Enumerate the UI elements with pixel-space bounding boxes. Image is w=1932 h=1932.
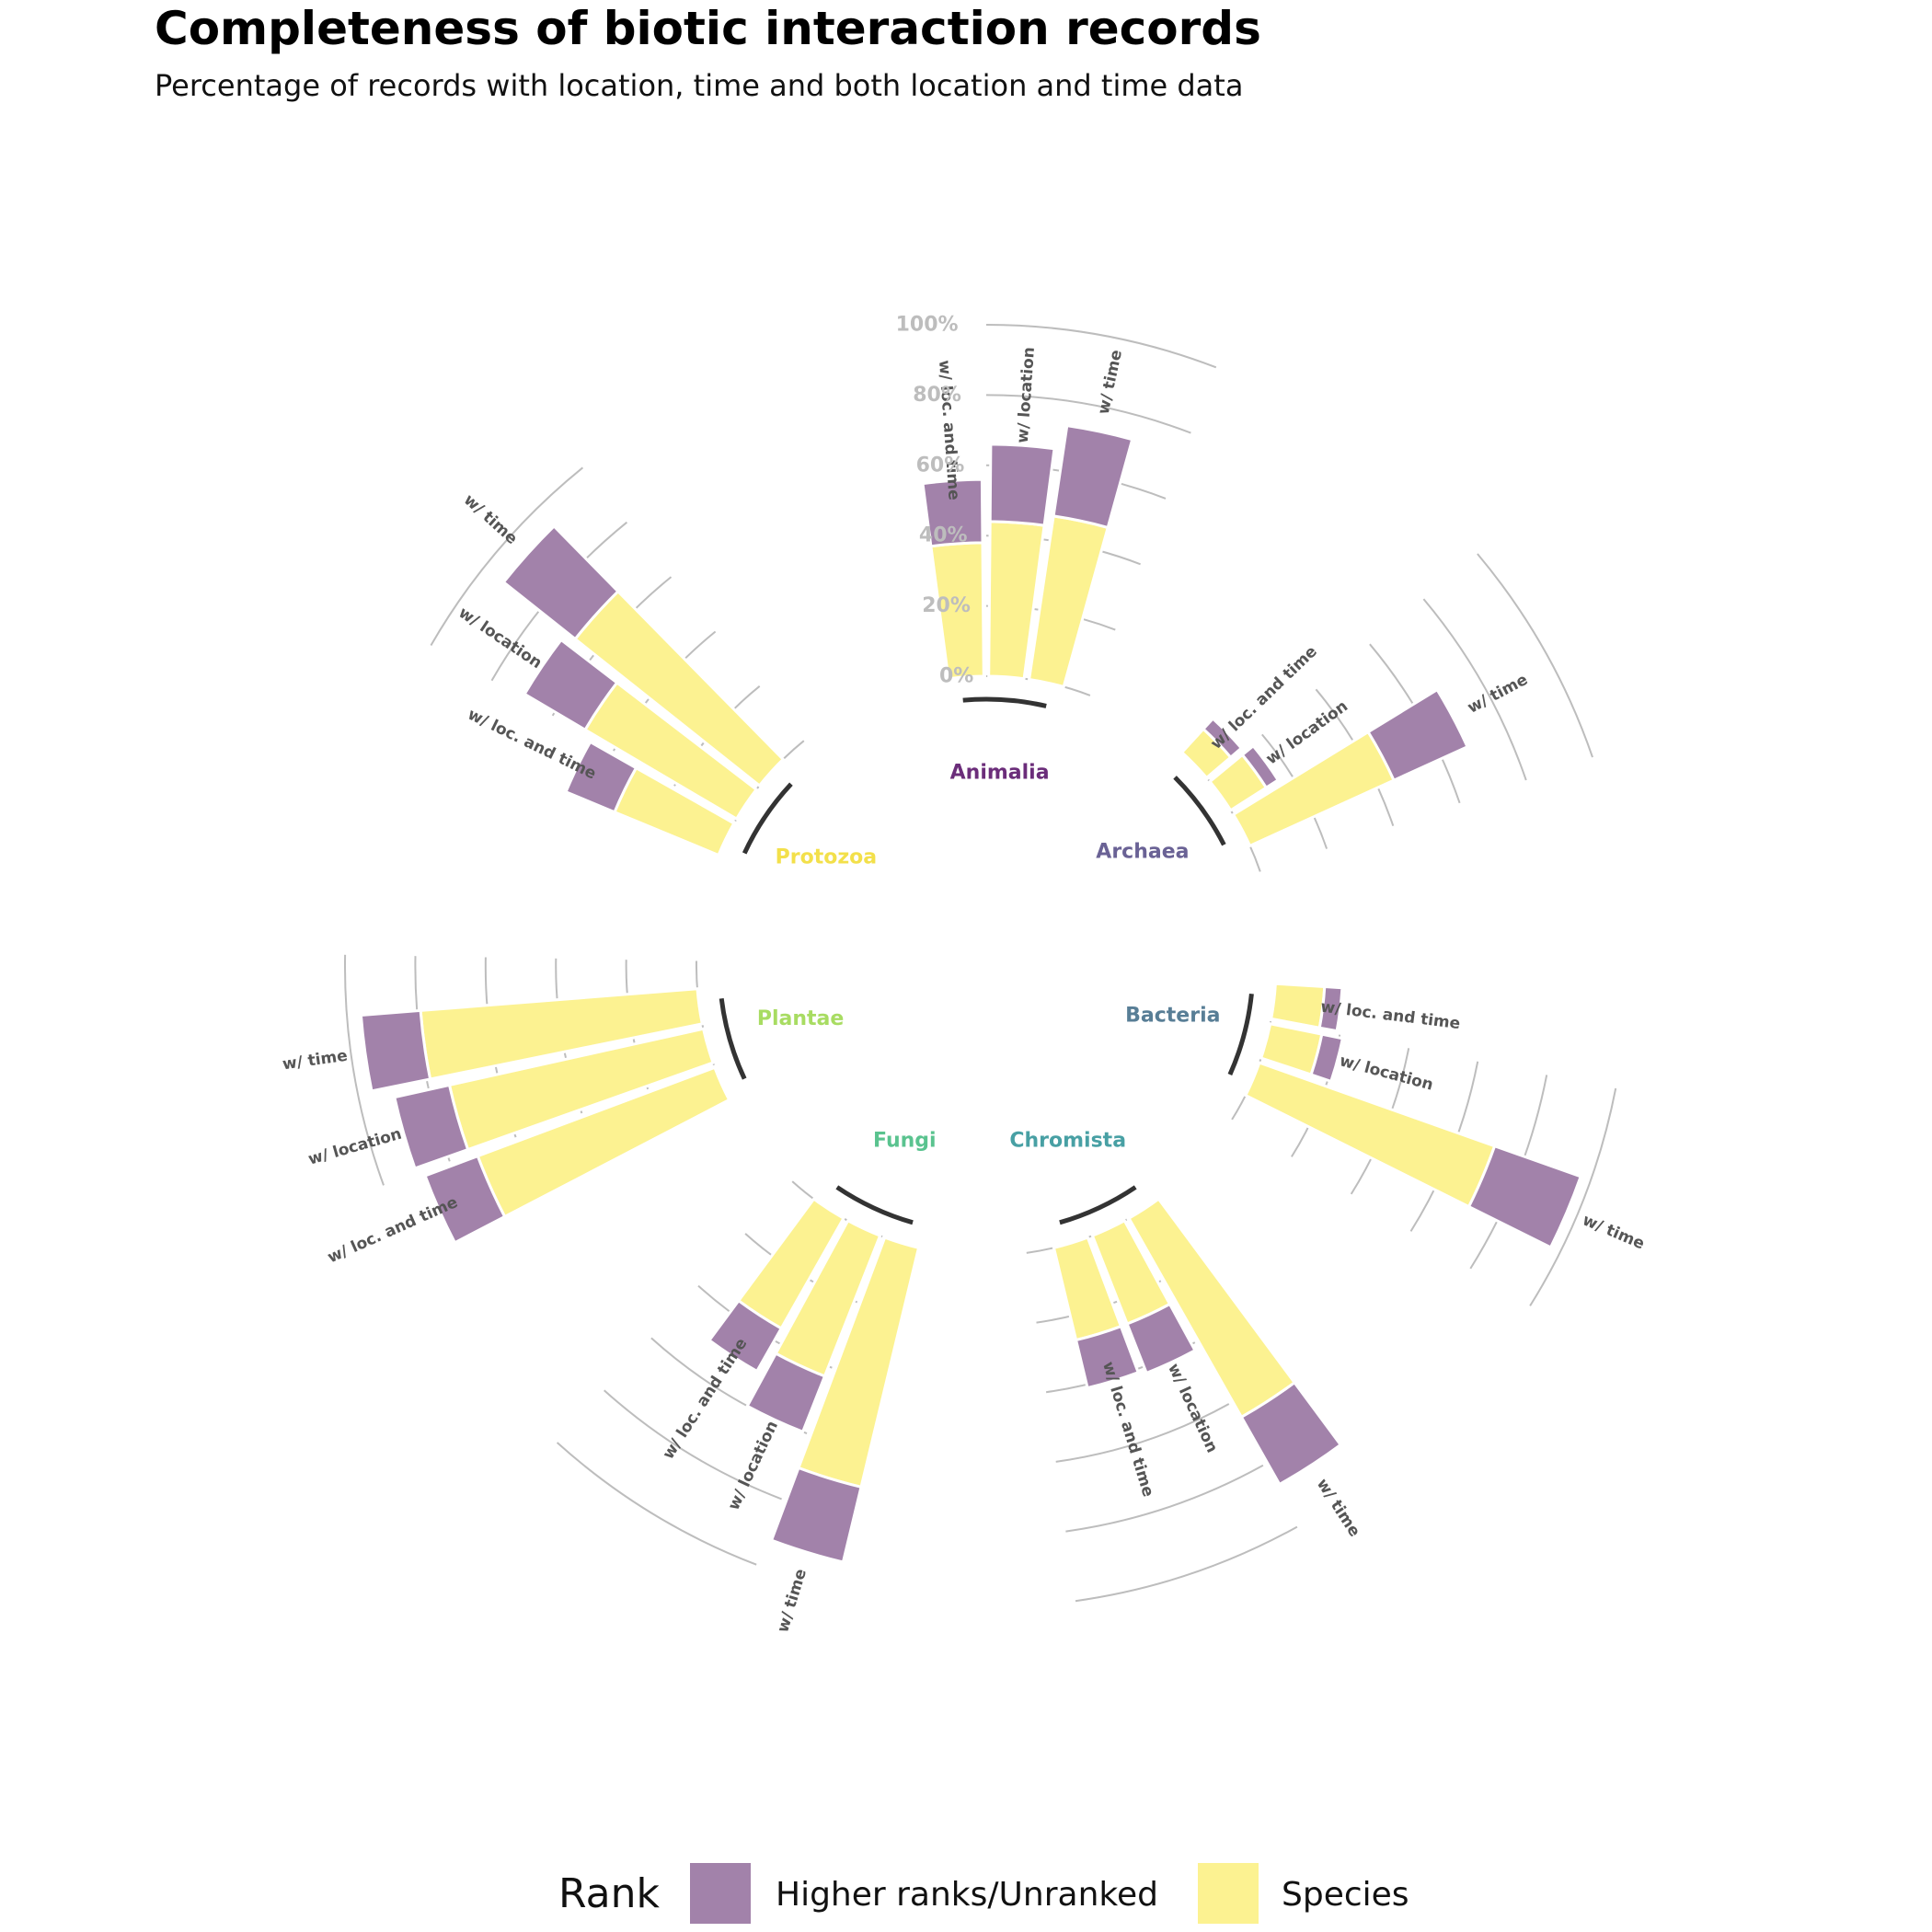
grid-arc xyxy=(985,394,1191,434)
bar-higher-bacteria-w-time xyxy=(1466,1144,1583,1249)
bar-higher-archaea-w-loc-and-time xyxy=(1201,716,1244,760)
y-tick-label: 60% xyxy=(916,454,965,477)
bar-label-chromista-w-location: w/ location xyxy=(1164,1361,1221,1455)
y-axis-ticks: 0% 20% 40% 60% 80% 100% xyxy=(896,314,974,688)
group-label-chromista: Chromista xyxy=(1009,1129,1126,1152)
bar-higher-chromista-w-location xyxy=(1125,1302,1197,1375)
bar-label-chromista-w-loc-and-time: w/ loc. and time xyxy=(1098,1360,1157,1500)
group-label-bacteria: Bacteria xyxy=(1125,1004,1220,1027)
bar-label-bacteria-w-time: w/ time xyxy=(1580,1211,1647,1253)
bar-higher-protozoa-w-time xyxy=(501,523,620,641)
bar-label-protozoa-w-time: w/ time xyxy=(460,491,521,548)
chart-subtitle: Percentage of records with location, tim… xyxy=(155,68,1243,103)
bar-label-chromista-w-time: w/ time xyxy=(1313,1476,1363,1540)
bar-higher-animalia-w-location xyxy=(988,443,1056,527)
group-label-protozoa: Protozoa xyxy=(776,846,877,869)
grid-arc xyxy=(344,954,385,1186)
group-brackets: Animalia Archaea Bacteria Chromista Fungi Pla… xyxy=(719,696,1254,1225)
grid-arc xyxy=(556,1442,757,1566)
group-bracket-bacteria xyxy=(1227,994,1254,1076)
group-bracket-chromista xyxy=(1059,1185,1137,1225)
legend-label-species: Species xyxy=(1282,1876,1409,1914)
grid-arc xyxy=(1477,553,1593,758)
group-bracket-animalia xyxy=(962,696,1047,708)
bar-label-plantae-w-loc-and-time: w/ loc. and time xyxy=(325,1193,461,1267)
bar-label-animalia-w-loc-and-time: w/ loc. and time xyxy=(935,360,963,501)
bar-label-animalia-w-time: w/ time xyxy=(1095,348,1126,416)
y-tick-label: 40% xyxy=(919,524,968,547)
bar-higher-plantae-w-time xyxy=(359,1008,432,1093)
bar-higher-bacteria-w-loc-and-time xyxy=(1317,984,1344,1033)
bar-higher-animalia-w-loc-and-time xyxy=(921,477,984,548)
group-label-archaea: Archaea xyxy=(1096,841,1189,864)
bar-higher-fungi-w-loc-and-time xyxy=(707,1298,784,1374)
y-tick-label: 80% xyxy=(913,384,961,407)
grid-arc xyxy=(1065,1464,1264,1533)
bar-higher-protozoa-w-loc-and-time xyxy=(564,740,638,814)
group-bracket-archaea xyxy=(1173,776,1226,846)
legend: Rank Higher ranks/Unranked Species xyxy=(558,1863,1409,1924)
bar-label-fungi-w-location: w/ location xyxy=(725,1418,782,1512)
chart-title: Completeness of biotic interaction recor… xyxy=(155,2,1261,55)
bar-label-bacteria-w-location: w/ location xyxy=(1338,1052,1435,1094)
grid-arc xyxy=(1422,598,1527,781)
bar-higher-plantae-w-location xyxy=(393,1083,470,1170)
legend-label-higher-ranks: Higher ranks/Unranked xyxy=(776,1876,1158,1914)
bar-higher-plantae-w-loc-and-time xyxy=(423,1154,507,1245)
legend-swatch-higher-ranks xyxy=(690,1863,751,1924)
bar-higher-bacteria-w-location xyxy=(1309,1032,1345,1084)
y-tick-label: 100% xyxy=(896,314,959,337)
bar-species-bacteria-w-time xyxy=(1243,1061,1497,1209)
bar-label-plantae-w-location: w/ location xyxy=(306,1125,404,1169)
bar-label-fungi-w-loc-and-time: w/ loc. and time xyxy=(660,1335,752,1463)
grid-arc xyxy=(1055,1403,1230,1463)
y-tick-label: 0% xyxy=(939,664,973,687)
bar-label-bacteria-w-loc-and-time: w/ loc. and time xyxy=(1319,998,1461,1033)
grid-arc xyxy=(604,1389,782,1501)
bar-label-protozoa-w-location: w/ location xyxy=(455,604,546,673)
group-label-plantae: Plantae xyxy=(757,1007,844,1030)
grid-arc xyxy=(430,466,584,647)
bar-higher-protozoa-w-location xyxy=(523,638,619,732)
bar-higher-animalia-w-time xyxy=(1052,423,1134,530)
group-bracket-plantae xyxy=(719,997,747,1080)
bar-higher-fungi-w-time xyxy=(769,1466,863,1564)
bar-higher-fungi-w-location xyxy=(745,1351,827,1434)
group-label-animalia: Animalia xyxy=(950,762,1050,785)
bar-label-plantae-w-time: w/ time xyxy=(282,1047,349,1075)
bar-higher-chromista-w-time xyxy=(1239,1380,1343,1487)
grid-arc xyxy=(1075,1525,1298,1603)
legend-title: Rank xyxy=(558,1870,660,1917)
group-bracket-fungi xyxy=(835,1185,914,1225)
bars xyxy=(359,423,1583,1564)
y-tick-label: 20% xyxy=(922,594,971,617)
bar-higher-archaea-w-time xyxy=(1366,687,1469,783)
legend-swatch-species xyxy=(1198,1863,1259,1924)
bar-higher-archaea-w-location xyxy=(1240,743,1281,790)
bar-higher-chromista-w-loc-and-time xyxy=(1074,1324,1141,1390)
grid-arc xyxy=(985,324,1217,369)
bar-species-bacteria-w-loc-and-time xyxy=(1269,982,1327,1029)
group-bracket-protozoa xyxy=(742,782,793,855)
grid-arc xyxy=(1529,1087,1617,1306)
bar-label-animalia-w-location: w/ location xyxy=(1014,347,1039,444)
bar-label-fungi-w-time: w/ time xyxy=(774,1567,811,1635)
group-label-fungi: Fungi xyxy=(873,1129,937,1152)
